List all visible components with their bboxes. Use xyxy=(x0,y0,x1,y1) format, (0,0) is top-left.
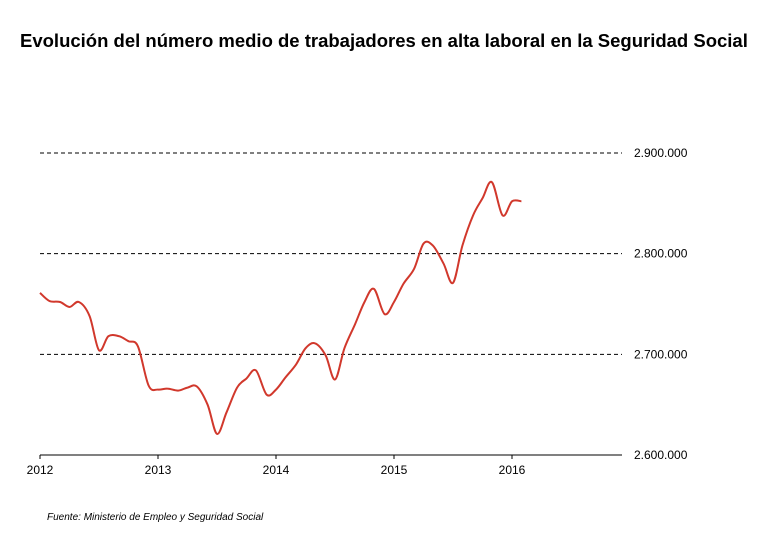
gridlines xyxy=(40,152,622,355)
x-axis-ticks: 2012 2013 2014 2015 2016 xyxy=(27,455,526,477)
chart-title: Evolución del número medio de trabajador… xyxy=(20,30,748,51)
source-note: Fuente: Ministerio de Empleo y Seguridad… xyxy=(47,512,264,523)
y-tick-label: 2.900.000 xyxy=(634,146,688,160)
series-group xyxy=(39,180,522,435)
x-tick-label: 2013 xyxy=(145,463,172,477)
x-tick-label: 2014 xyxy=(263,463,290,477)
x-tick-label: 2012 xyxy=(27,463,54,477)
x-tick-label: 2015 xyxy=(381,463,408,477)
y-tick-label: 2.700.000 xyxy=(634,347,688,361)
y-tick-label: 2.600.000 xyxy=(634,448,688,462)
series-line xyxy=(39,180,522,435)
y-tick-label: 2.800.000 xyxy=(634,247,688,261)
x-tick-label: 2016 xyxy=(499,463,526,477)
y-axis-tick-labels: 2.600.000 2.700.000 2.800.000 2.900.000 xyxy=(634,146,688,462)
